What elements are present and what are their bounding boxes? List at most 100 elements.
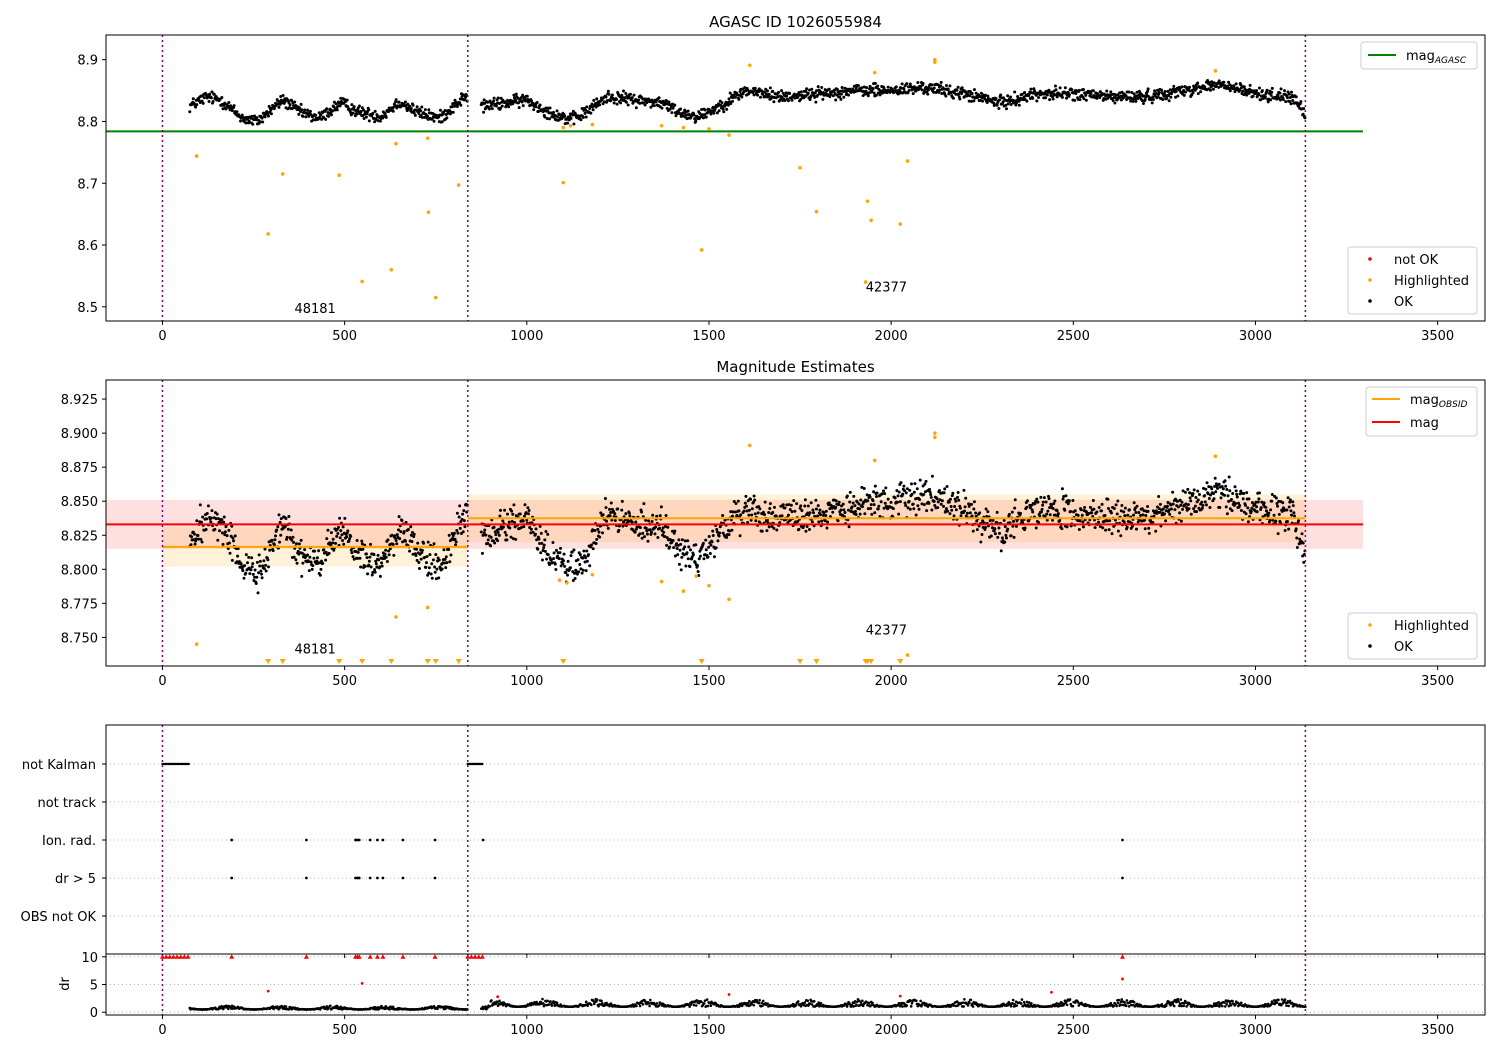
ok-point <box>289 528 293 532</box>
dr-point <box>752 1003 756 1007</box>
ok-point <box>1134 94 1138 98</box>
ok-point <box>553 562 557 566</box>
ok-point <box>803 498 807 502</box>
ok-point <box>970 92 974 96</box>
ok-point <box>559 546 563 550</box>
ok-point <box>594 541 598 545</box>
below-range-marker <box>432 659 439 664</box>
legend-label-main: mag <box>1410 416 1439 431</box>
ok-point <box>507 105 511 109</box>
legend-label-main: mag <box>1410 393 1439 408</box>
ok-point <box>721 107 725 111</box>
ok-point <box>1217 85 1221 89</box>
ok-point <box>1123 514 1127 518</box>
ok-point <box>545 117 549 121</box>
ok-point <box>617 528 621 532</box>
ok-point <box>686 109 690 113</box>
ok-point <box>881 489 885 493</box>
ok-point <box>195 519 199 523</box>
dr-point <box>819 1001 823 1005</box>
dr-point <box>748 999 751 1003</box>
ok-point <box>948 84 952 88</box>
ok-point <box>1270 86 1274 90</box>
highlighted-point <box>1213 69 1218 73</box>
ok-point <box>870 512 874 516</box>
ok-point <box>307 569 311 573</box>
ok-point <box>624 512 628 516</box>
ok-point <box>1189 512 1193 516</box>
ok-point <box>1013 498 1017 502</box>
ok-point <box>1122 520 1126 524</box>
ok-point <box>1098 90 1102 94</box>
ok-point <box>1060 487 1064 491</box>
x-tick-label: 1000 <box>510 674 543 689</box>
highlighted-point <box>863 280 868 284</box>
ok-point <box>371 111 375 115</box>
ok-point <box>915 487 919 491</box>
highlighted-point <box>337 173 341 178</box>
ok-point <box>1025 505 1029 509</box>
ok-point <box>1224 505 1228 509</box>
ok-point <box>1044 500 1048 504</box>
ok-point <box>1285 508 1289 512</box>
ok-point <box>239 562 243 566</box>
ok-point <box>772 100 776 104</box>
ok-point <box>1010 510 1014 514</box>
ok-point <box>409 525 413 529</box>
ok-point <box>737 97 741 101</box>
ok-point <box>827 87 831 91</box>
x-tick-label: 500 <box>332 674 357 689</box>
ok-point <box>1288 96 1292 100</box>
ok-point <box>1053 513 1057 517</box>
legend-label: magOBSID <box>1410 393 1468 410</box>
ok-point <box>1201 503 1205 507</box>
ok-point <box>1002 518 1006 522</box>
ok-point <box>1266 514 1270 518</box>
ok-point <box>444 555 448 559</box>
ok-point <box>727 533 731 537</box>
ok-point <box>580 106 584 110</box>
y-tick-label: 8.925 <box>61 393 98 408</box>
ok-point <box>1130 524 1134 528</box>
ok-point <box>1242 85 1246 89</box>
ok-point <box>1164 519 1168 523</box>
ok-point <box>517 106 521 110</box>
ok-point <box>626 520 630 524</box>
ok-point <box>649 530 653 534</box>
ok-point <box>593 528 597 532</box>
ok-point <box>462 519 466 523</box>
ok-point <box>525 94 529 98</box>
ok-point <box>680 538 684 542</box>
ok-point <box>816 514 820 518</box>
ok-point <box>336 525 340 529</box>
ok-point <box>537 537 541 541</box>
ok-point <box>911 502 915 506</box>
ok-point <box>647 519 651 523</box>
ok-point <box>419 557 423 561</box>
ok-point <box>609 501 613 505</box>
ok-point <box>676 543 680 547</box>
ok-point <box>308 109 312 113</box>
ok-point <box>908 82 912 86</box>
dr-point <box>605 1001 608 1005</box>
ok-point <box>286 527 290 531</box>
ok-point <box>1054 88 1058 92</box>
ok-point <box>658 526 662 530</box>
obsid-label: 42377 <box>866 280 907 295</box>
ok-point <box>1276 504 1280 508</box>
ok-point <box>349 111 353 115</box>
dr-point <box>498 999 501 1003</box>
ok-point <box>862 89 866 93</box>
y-tick-label: 8.9 <box>77 54 98 69</box>
ok-point <box>250 114 254 118</box>
y-tick-label: 8.5 <box>77 301 98 316</box>
ok-point <box>304 115 308 119</box>
ok-point <box>1009 534 1013 538</box>
ok-point <box>329 531 333 535</box>
ok-point <box>1207 485 1211 489</box>
ok-point <box>514 92 518 96</box>
ok-point <box>1206 492 1210 496</box>
ok-point <box>607 92 611 96</box>
ok-point <box>247 119 251 123</box>
